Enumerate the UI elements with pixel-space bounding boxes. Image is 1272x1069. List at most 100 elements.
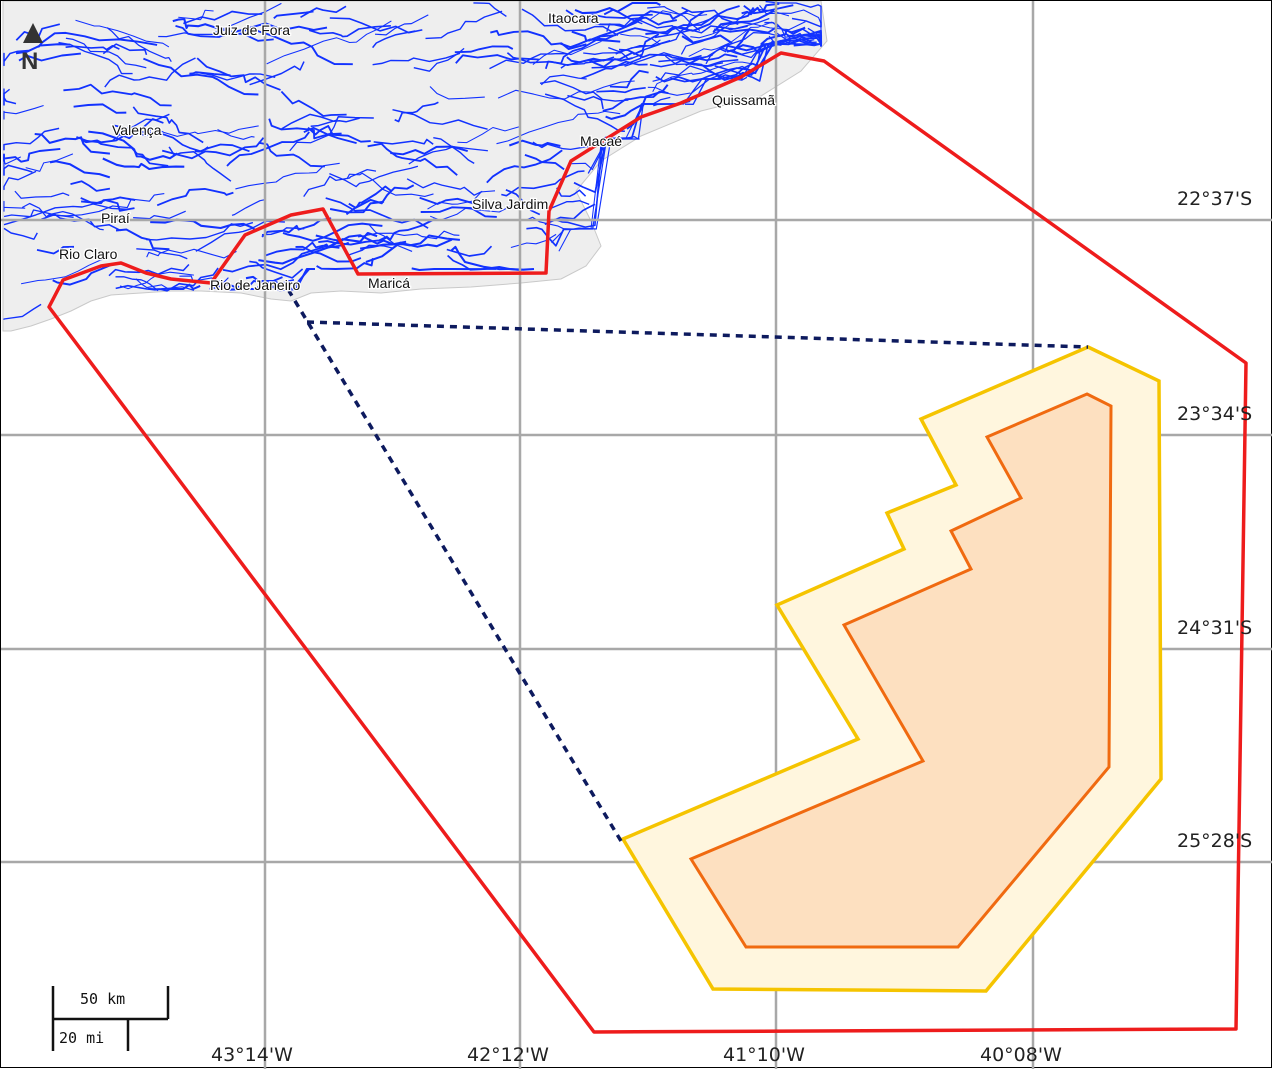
river (647, 86, 691, 96)
north-arrow-label: N (21, 48, 38, 75)
river (566, 56, 633, 68)
river (681, 6, 739, 25)
river (490, 29, 587, 51)
river (36, 245, 75, 255)
river (52, 264, 112, 286)
river (21, 202, 104, 231)
river (261, 217, 332, 238)
river (70, 180, 111, 192)
latitude-label: 23°34'S (1177, 403, 1252, 425)
river (559, 38, 621, 49)
outer-boundary-line[interactable] (47, 51, 1248, 1034)
latitude-label: 22°37'S (1177, 188, 1252, 210)
river (544, 34, 617, 70)
river (447, 254, 496, 271)
river (102, 157, 185, 171)
river (81, 130, 156, 144)
river (168, 146, 232, 182)
river-network (3, 1, 823, 320)
river (505, 189, 541, 216)
river (420, 206, 497, 218)
river (764, 21, 822, 44)
river (172, 17, 236, 34)
river (571, 16, 645, 42)
river (791, 17, 822, 28)
river (690, 43, 771, 81)
river (281, 113, 360, 130)
river (347, 244, 393, 257)
river (647, 6, 701, 31)
river (408, 145, 488, 165)
river (18, 52, 81, 62)
river (156, 187, 234, 207)
river (497, 80, 635, 100)
river (310, 115, 374, 127)
river (446, 245, 493, 257)
place-label-macae: Macaé (580, 133, 622, 149)
river (655, 62, 756, 83)
river (108, 263, 190, 277)
river (289, 118, 338, 152)
river (136, 248, 188, 260)
river (3, 104, 44, 120)
river (380, 218, 435, 242)
river (605, 84, 669, 120)
river (3, 49, 29, 67)
river (773, 30, 814, 45)
river (133, 210, 186, 220)
river (258, 141, 325, 168)
place-label-rio-claro: Rio Claro (59, 246, 118, 262)
river (235, 162, 340, 190)
river (713, 24, 780, 34)
river (115, 228, 170, 251)
river (532, 40, 602, 66)
river (37, 31, 158, 48)
river (392, 108, 488, 130)
river (457, 126, 520, 144)
river (501, 170, 585, 197)
river (3, 147, 61, 163)
river (567, 94, 604, 110)
river (249, 61, 305, 86)
river (581, 60, 648, 80)
river (75, 19, 170, 48)
land-area (2, 1, 828, 332)
river (303, 168, 377, 197)
place-label-marica: Maricá (368, 275, 410, 291)
river (450, 245, 535, 271)
river (721, 43, 782, 59)
river (591, 43, 661, 69)
river (195, 220, 285, 252)
river (143, 57, 259, 96)
inner-zone[interactable] (688, 392, 1113, 949)
river (609, 69, 649, 89)
river (65, 37, 147, 69)
river (146, 221, 254, 241)
river (652, 61, 759, 92)
river (3, 127, 60, 151)
place-label-quissama: Quissamã (712, 92, 775, 108)
river (115, 276, 159, 292)
latitude-label: 24°31'S (1177, 617, 1252, 639)
river (189, 71, 231, 77)
river (315, 234, 407, 246)
river (73, 103, 127, 114)
latitude-label: 25°28'S (1177, 830, 1252, 852)
river (14, 190, 70, 199)
river (209, 276, 283, 290)
river (34, 132, 111, 155)
river (539, 80, 629, 102)
place-label-silva-jardim: Silva Jardim (472, 196, 548, 212)
river (249, 260, 304, 279)
river (308, 24, 391, 38)
river (419, 196, 476, 205)
place-label-valenca: Valença (112, 122, 162, 138)
river (427, 190, 496, 210)
river (705, 31, 781, 65)
river (268, 118, 342, 140)
river (588, 9, 689, 28)
river (620, 33, 671, 45)
river (80, 197, 135, 212)
river (3, 170, 37, 191)
